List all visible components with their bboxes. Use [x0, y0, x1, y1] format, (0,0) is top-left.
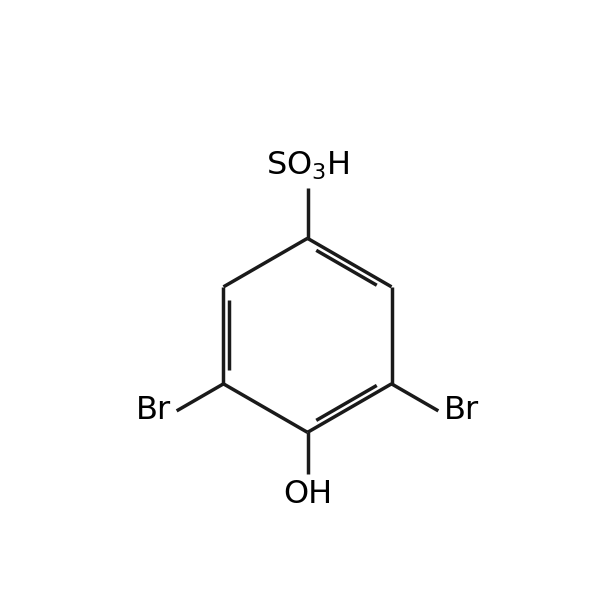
Text: OH: OH: [283, 479, 332, 511]
Text: Br: Br: [136, 395, 171, 427]
Text: Br: Br: [444, 395, 479, 427]
Text: $\mathdefault{SO_3H}$: $\mathdefault{SO_3H}$: [266, 149, 349, 182]
